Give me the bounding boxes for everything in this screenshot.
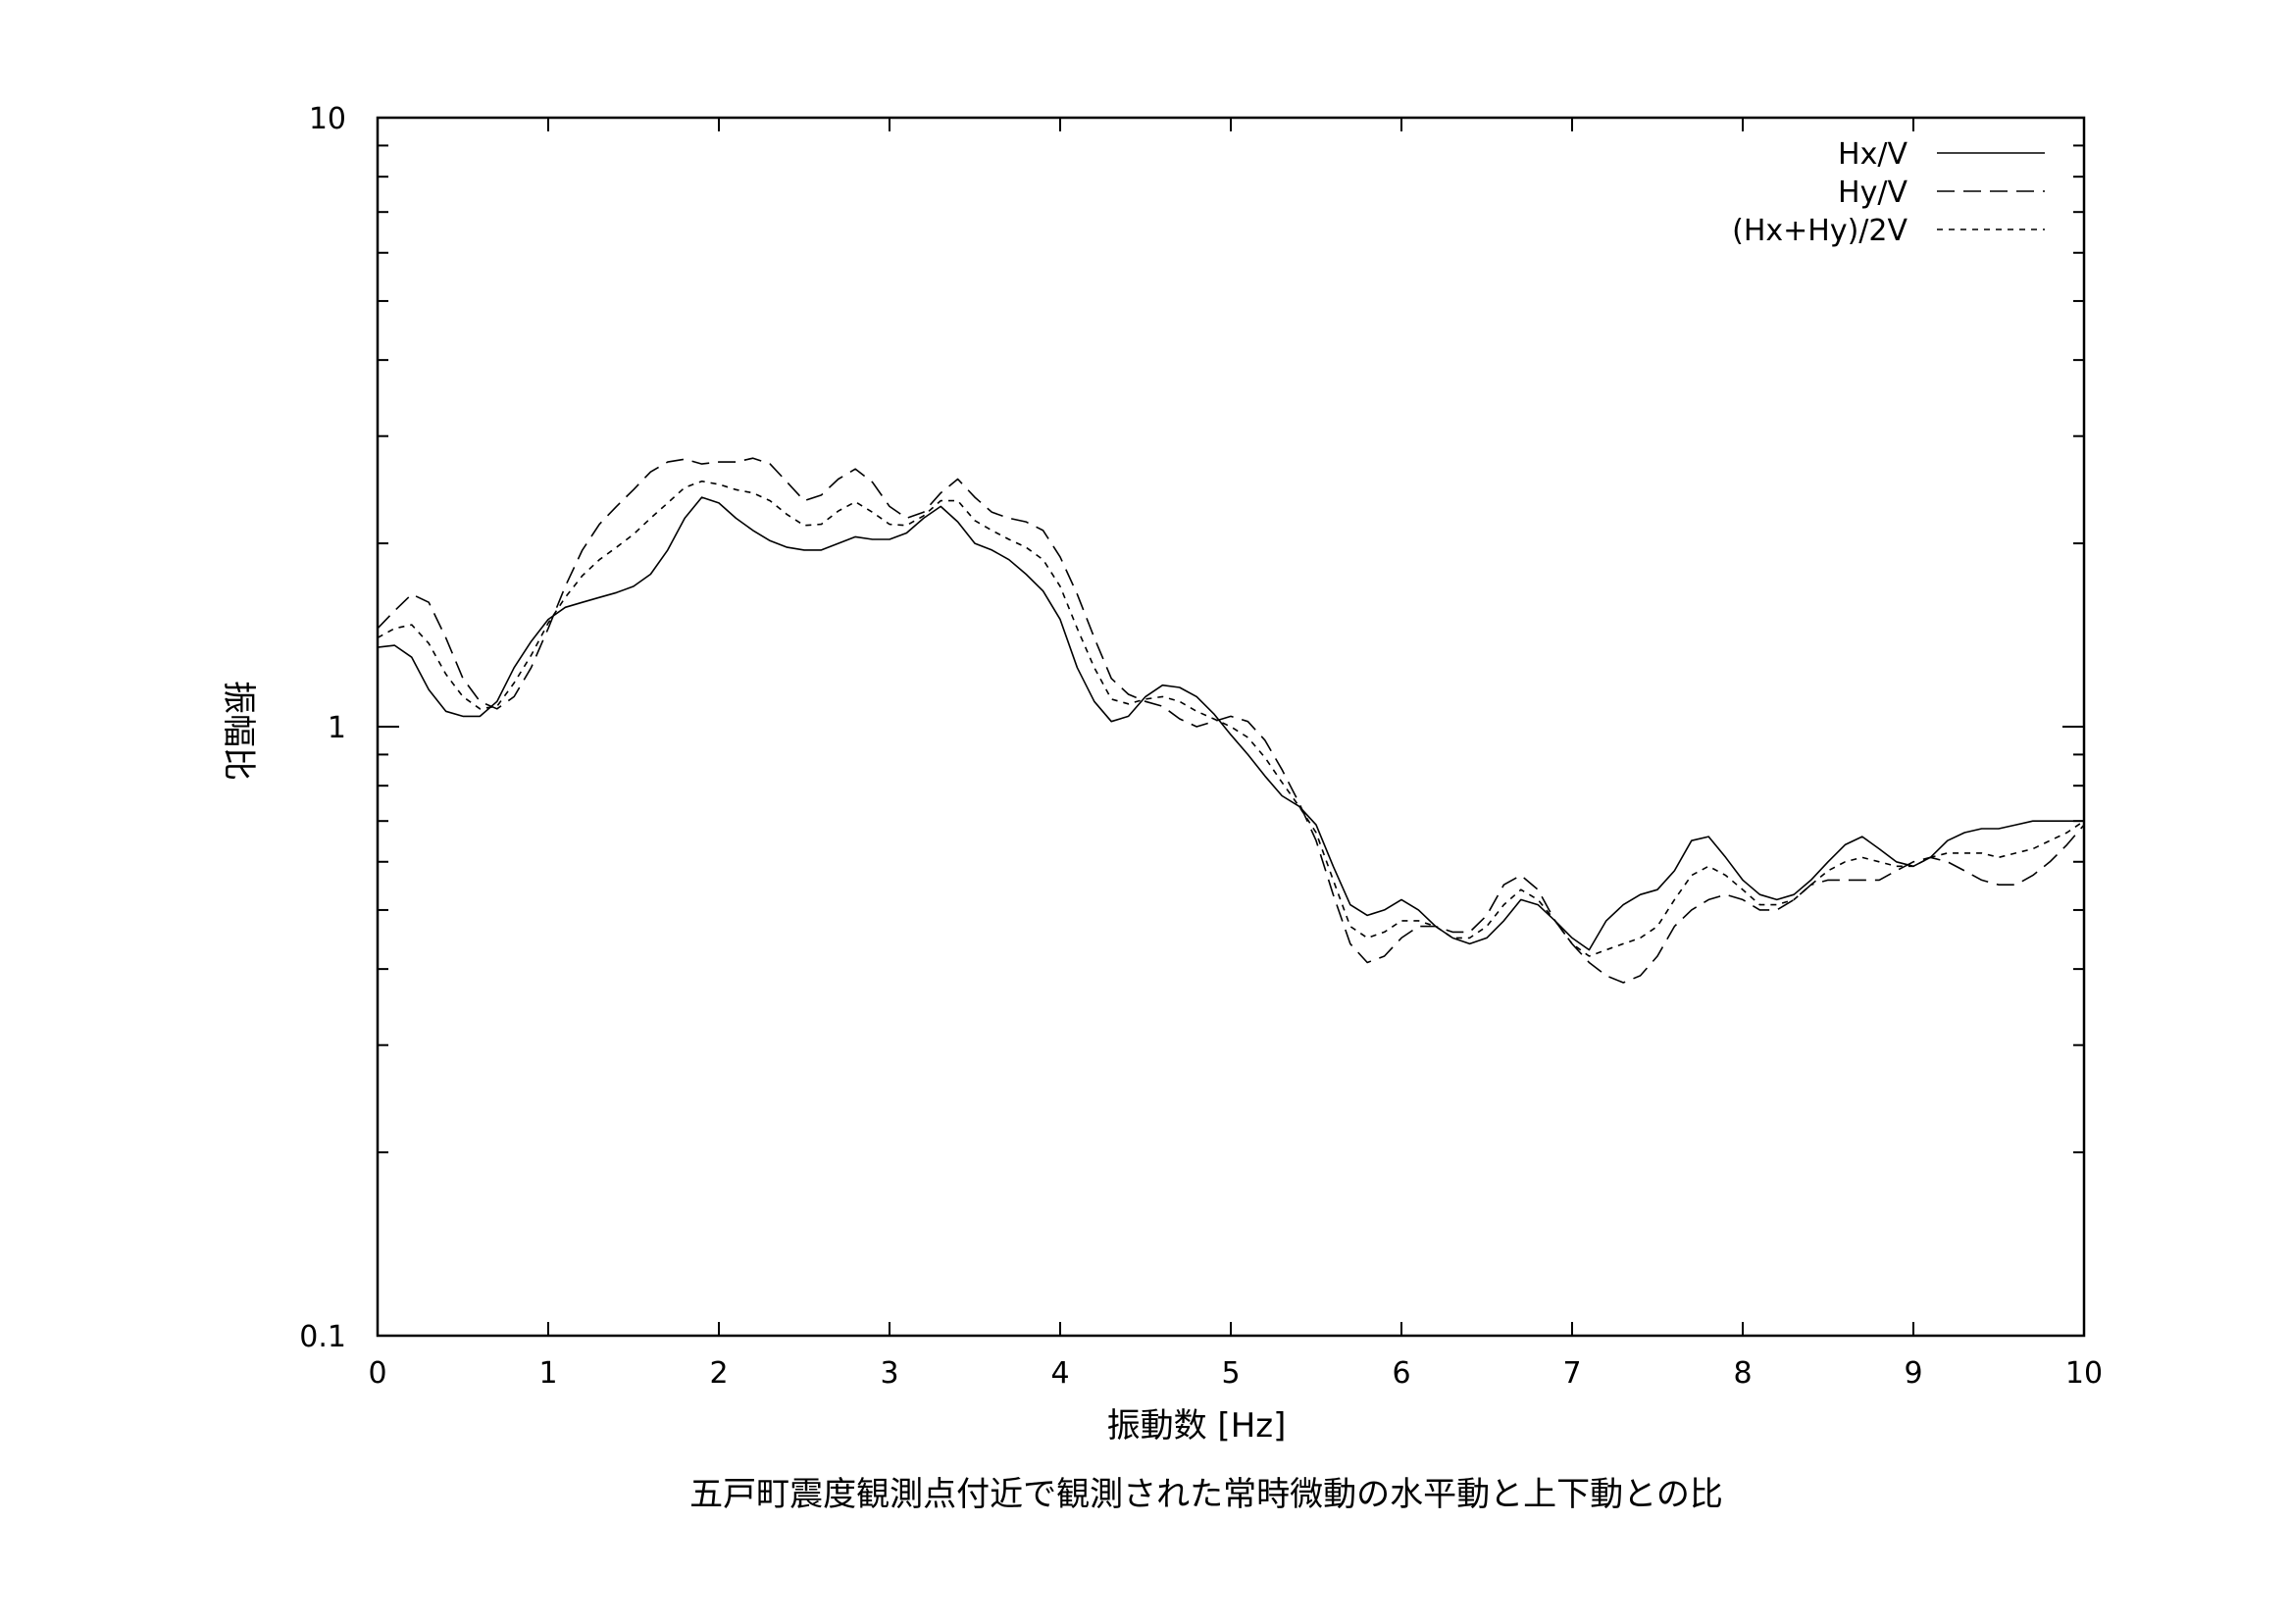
x-tick-label: 3 [880, 1356, 898, 1391]
legend-label-3: (Hx+Hy)/2V [1732, 214, 1908, 248]
x-tick-label: 0 [368, 1356, 386, 1391]
x-tick-label: 6 [1392, 1356, 1410, 1391]
x-axis-label: 振動数 [Hz] [1107, 1406, 1287, 1446]
x-tick-label: 2 [709, 1356, 728, 1391]
y-axis-label: 振幅比 [219, 681, 258, 781]
x-tick-label: 8 [1733, 1356, 1752, 1391]
legend-label-2: Hy/V [1838, 176, 1908, 210]
x-tick-label: 4 [1050, 1356, 1069, 1391]
legend: Hx/V Hy/V (Hx+Hy)/2V [1732, 137, 2045, 248]
x-tick-label: 7 [1562, 1356, 1581, 1391]
axes: 0 1 2 3 4 5 6 7 8 9 10 0.1 1 10 [299, 102, 2103, 1391]
series-line-3 [377, 480, 2085, 957]
chart-caption: 五戸町震度観測点付近で観測された常時微動の水平動と上下動との比 [689, 1475, 1723, 1514]
series-line-2 [377, 457, 2085, 984]
plot-frame [376, 116, 2086, 1338]
y-tick-label: 10 [309, 102, 346, 136]
x-tick-label: 10 [2065, 1356, 2103, 1391]
series-line-1 [377, 496, 2084, 951]
y-tick-label: 1 [328, 711, 346, 745]
x-tick-label: 1 [538, 1356, 557, 1391]
x-tick-label: 9 [1904, 1356, 1922, 1391]
series-lines [377, 457, 2085, 984]
legend-label-1: Hx/V [1838, 137, 1908, 172]
x-tick-label: 5 [1221, 1356, 1240, 1391]
y-tick-label: 0.1 [299, 1320, 346, 1354]
